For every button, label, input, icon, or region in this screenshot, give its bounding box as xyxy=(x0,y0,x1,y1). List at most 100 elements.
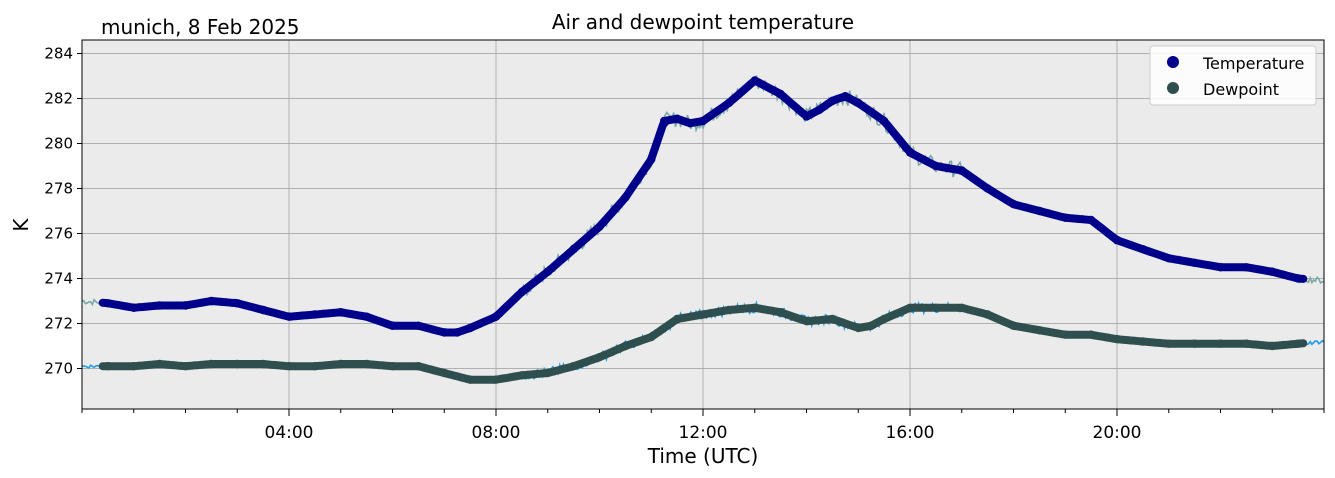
dewpoint-point xyxy=(1035,326,1044,335)
temperature-point xyxy=(828,96,837,106)
temperature-point xyxy=(1242,263,1251,272)
dewpoint-point xyxy=(595,353,604,362)
temperature-point xyxy=(802,112,811,121)
temperature-point xyxy=(879,116,889,126)
dewpoint-point xyxy=(543,368,552,378)
temperature-point xyxy=(1216,263,1225,272)
dewpoint-point xyxy=(1268,341,1277,351)
dewpoint-point xyxy=(983,310,992,319)
temperature-point xyxy=(129,303,138,312)
y-tick-label: 276 xyxy=(44,225,73,243)
dewpoint-point xyxy=(284,362,294,371)
temperature-point xyxy=(776,89,785,99)
temperature-point xyxy=(698,116,708,126)
x-tick-label: 12:00 xyxy=(679,423,728,443)
legend: Temperature Dewpoint xyxy=(1149,45,1317,106)
temperature-point xyxy=(595,222,604,231)
temperature-point xyxy=(983,184,992,193)
dewpoint-point xyxy=(362,359,371,369)
temperature-point xyxy=(750,76,759,85)
y-axis-label: K xyxy=(9,218,33,232)
temperature-point xyxy=(1190,258,1199,267)
temperature-point xyxy=(181,301,190,310)
dewpoint-point xyxy=(1242,339,1251,348)
temperature-point xyxy=(491,312,501,321)
legend-marker-dewpoint xyxy=(1167,82,1179,94)
temperature-point xyxy=(440,328,449,337)
temperature-point xyxy=(647,155,656,164)
temperature-point xyxy=(815,105,824,115)
dewpoint-point xyxy=(1086,330,1096,339)
y-tick-label: 280 xyxy=(44,135,73,153)
temperature-point xyxy=(854,98,863,108)
temperature-point xyxy=(310,310,320,319)
x-axis-label: Time (UTC) xyxy=(647,444,759,468)
temperature-point xyxy=(103,299,113,308)
x-tick-label: 08:00 xyxy=(472,423,521,443)
dewpoint-point xyxy=(931,303,941,312)
dewpoint-point xyxy=(672,314,682,324)
temperature-point xyxy=(207,296,216,306)
dewpoint-point xyxy=(957,303,966,312)
dewpoint-point xyxy=(233,359,242,369)
y-tick-label: 284 xyxy=(44,45,73,63)
dewpoint-point xyxy=(724,305,734,315)
x-axis: 04:00 08:00 12:00 16:00 20:00 xyxy=(81,409,1325,443)
dewpoint-point xyxy=(1112,335,1122,344)
temperature-point xyxy=(388,321,397,330)
dewpoint-point xyxy=(310,362,320,371)
y-tick-label: 278 xyxy=(44,180,73,198)
dewpoint-point xyxy=(491,375,501,384)
temperature-point xyxy=(258,305,268,315)
temperature-point xyxy=(685,119,695,128)
dewpoint-point xyxy=(258,359,268,369)
temperature-point xyxy=(1009,200,1018,209)
temperature-point xyxy=(233,299,242,308)
temperature-point xyxy=(621,193,630,202)
dewpoint-point xyxy=(1216,339,1225,348)
temperature-point xyxy=(414,321,423,330)
temperature-point xyxy=(931,161,941,171)
temperature-point xyxy=(1293,274,1303,283)
temperature-point xyxy=(905,148,915,157)
dewpoint-point xyxy=(750,303,759,312)
dewpoint-point xyxy=(414,362,423,371)
temperature-point xyxy=(672,114,682,123)
temperature-point xyxy=(957,166,966,175)
dewpoint-point xyxy=(129,362,138,371)
temperature-point xyxy=(724,98,734,108)
dewpoint-point xyxy=(181,362,190,371)
dewpoint-point xyxy=(1164,339,1174,348)
temperature-point xyxy=(517,287,527,297)
temperature-point xyxy=(336,308,345,317)
dewpoint-point xyxy=(698,310,708,319)
legend-label-temperature: Temperature xyxy=(1202,54,1304,73)
temperature-point xyxy=(155,301,164,310)
temperature-point xyxy=(1061,213,1070,222)
temperature-point xyxy=(1086,215,1096,225)
dewpoint-point xyxy=(776,308,785,317)
temperature-point xyxy=(660,116,669,126)
y-tick-label: 282 xyxy=(44,90,73,108)
legend-box xyxy=(1149,45,1317,106)
dewpoint-point xyxy=(905,303,915,312)
y-axis: 270 272 274 276 278 280 282 284 xyxy=(44,45,82,378)
dewpoint-point xyxy=(388,362,397,371)
dewpoint-point xyxy=(1009,321,1018,330)
legend-label-dewpoint: Dewpoint xyxy=(1203,80,1279,99)
grid-lines xyxy=(82,40,1324,409)
dewpoint-point xyxy=(336,359,345,369)
dewpoint-point xyxy=(854,323,863,333)
dewpoint-point xyxy=(828,314,837,324)
dewpoint-point xyxy=(647,332,656,342)
temperature-point xyxy=(284,312,294,321)
temperature-point xyxy=(362,312,371,321)
dewpoint-point xyxy=(1293,339,1303,348)
dewpoint-point xyxy=(1138,337,1148,346)
dewpoint-point xyxy=(1190,339,1199,348)
x-tick-label: 16:00 xyxy=(886,423,935,443)
dewpoint-point xyxy=(879,314,889,324)
dewpoint-point xyxy=(517,371,527,380)
dewpoint-point xyxy=(103,362,113,371)
